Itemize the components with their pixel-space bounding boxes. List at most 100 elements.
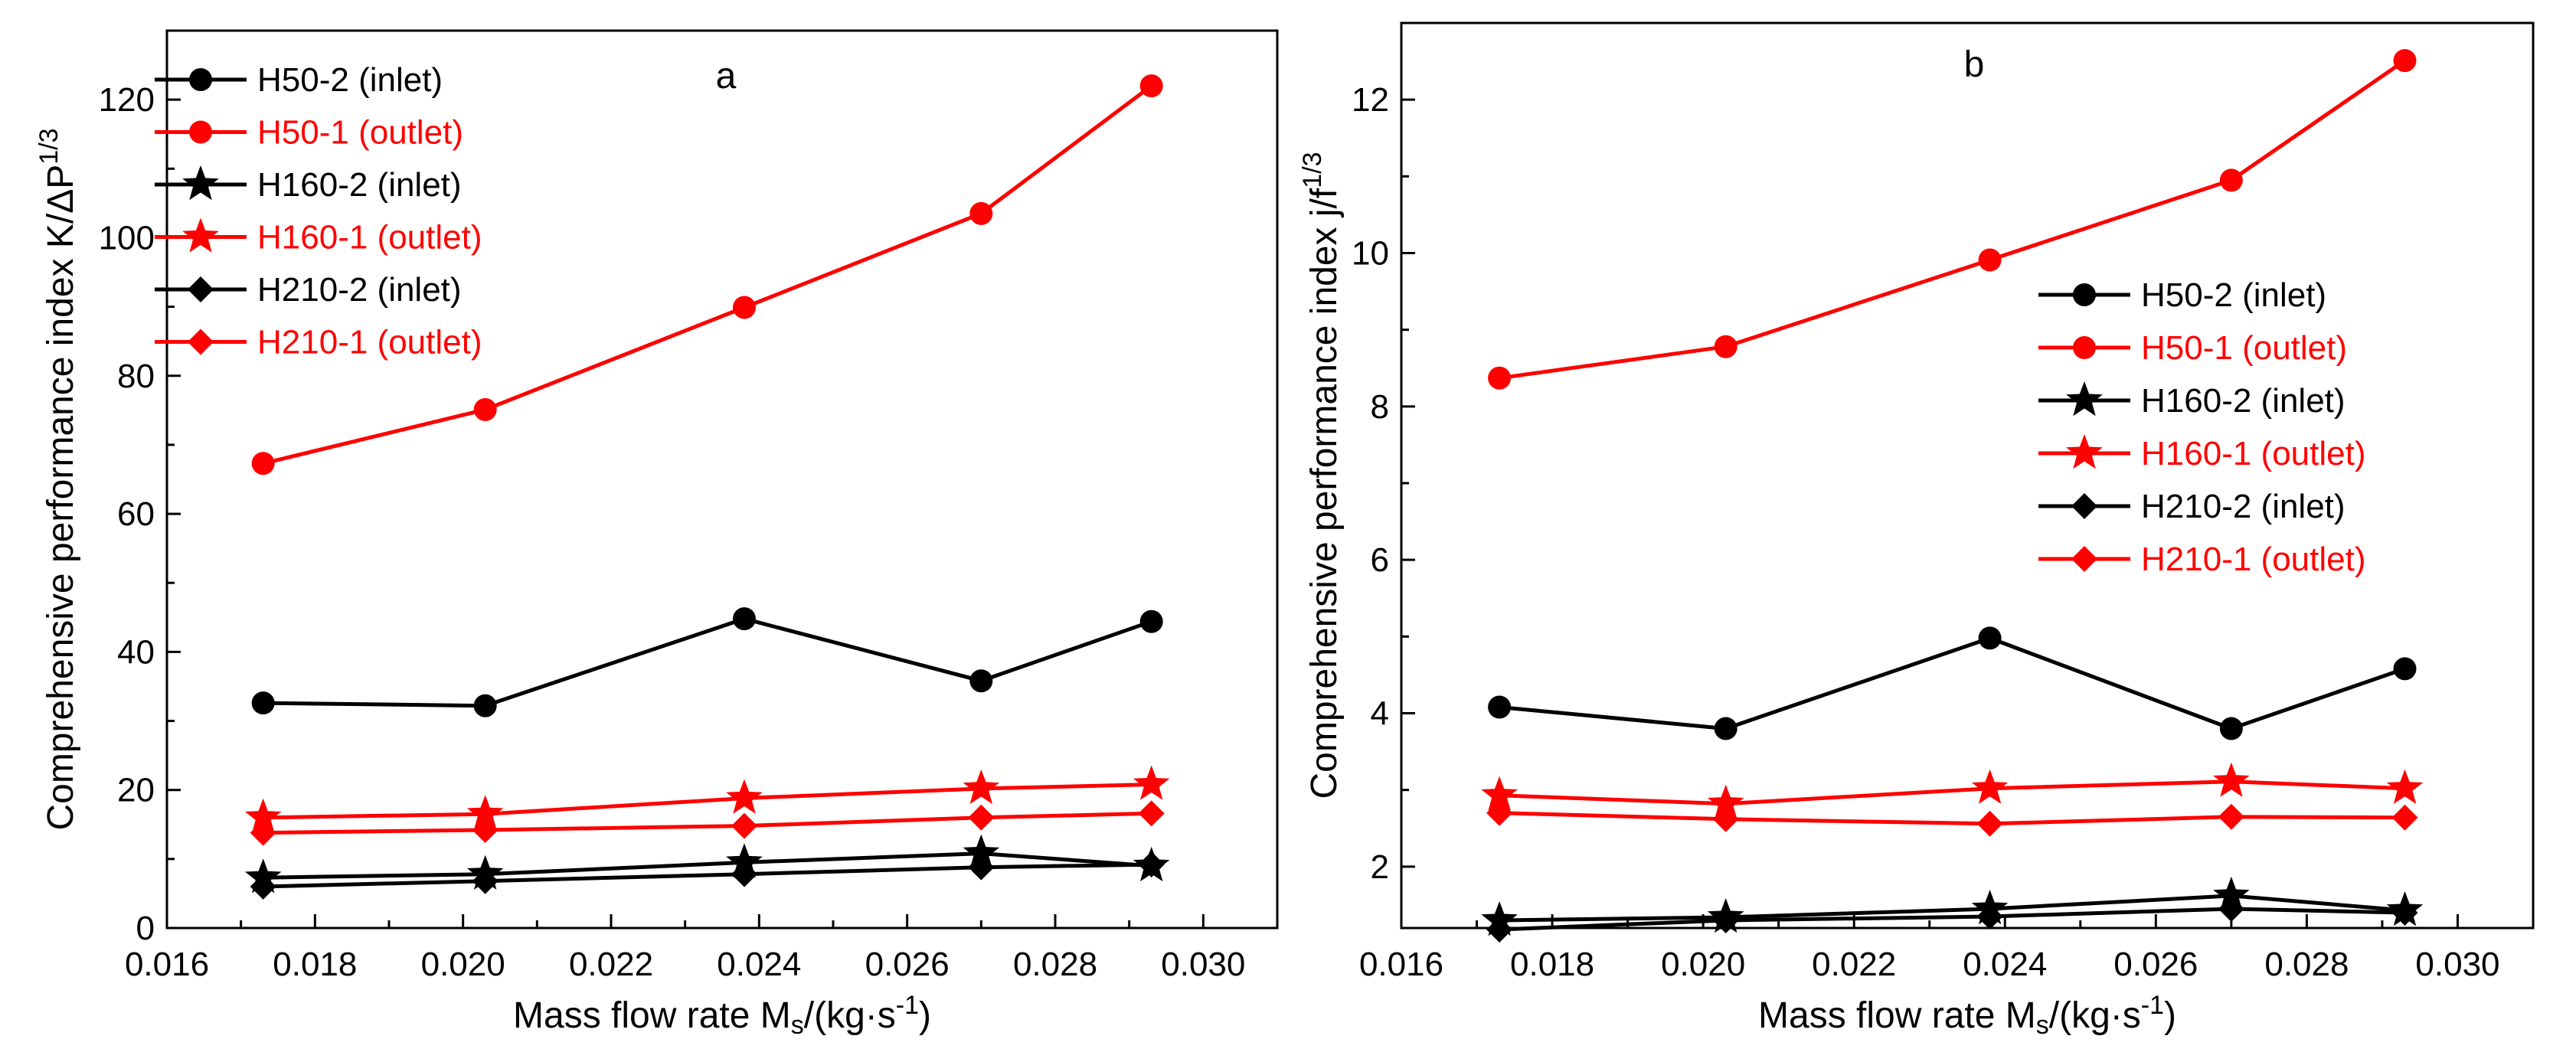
legend-label: H160-1 (outlet) (2141, 435, 2365, 472)
y-tick-label: 10 (1352, 235, 1389, 273)
plot-frame (1400, 21, 2535, 930)
data-point-circle (1139, 74, 1163, 98)
series-line (1499, 636, 2406, 731)
data-point-circle (969, 201, 993, 225)
data-point-circle (2393, 49, 2417, 73)
legend-label: H210-1 (outlet) (2141, 541, 2365, 578)
series-line (263, 783, 1152, 820)
x-axis-label-sub: s (2036, 1011, 2049, 1040)
legend-label: H50-2 (inlet) (2141, 276, 2326, 314)
y-tick-label: 120 (99, 81, 155, 119)
data-point-diamond (1138, 800, 1165, 827)
data-point-diamond (1138, 851, 1165, 878)
y-tick-label: 80 (117, 358, 155, 395)
y-axis-label-sup: 1/3 (1298, 152, 1327, 188)
legend-entry: H210-1 (outlet) (155, 324, 482, 361)
data-point-star (2213, 762, 2250, 797)
data-point-diamond (731, 861, 757, 887)
y-tick-label: 8 (1371, 388, 1389, 426)
y-tick-label: 20 (117, 772, 155, 809)
data-point-circle (733, 607, 756, 631)
x-tick-label: 0.016 (125, 946, 209, 983)
x-tick-label: 0.022 (1812, 946, 1896, 983)
data-point-star (1707, 784, 1744, 819)
data-point-circle (1488, 366, 1512, 390)
plot-frame (165, 29, 1279, 930)
y-axis-label-sup: 1/3 (34, 128, 64, 164)
panel-label: b (1964, 44, 1985, 85)
data-point-star (963, 769, 1000, 805)
data-point-diamond (2218, 803, 2244, 830)
data-point-star (726, 779, 763, 814)
legend-label: H50-2 (inlet) (257, 61, 443, 99)
series-h50-1-outlet- (1488, 49, 2417, 390)
legend-entry: H50-1 (outlet) (2038, 329, 2347, 367)
legend-label: H50-1 (outlet) (2141, 329, 2347, 367)
legend-entry: H210-1 (outlet) (2038, 541, 2365, 578)
data-point-diamond (731, 812, 757, 839)
y-tick-label: 6 (1371, 541, 1389, 579)
data-point-diamond (1976, 810, 2003, 837)
data-point-circle (2393, 657, 2417, 681)
series-line (1499, 779, 2405, 806)
x-tick-label: 0.028 (2264, 946, 2349, 983)
x-axis-label-text: ) (919, 995, 931, 1036)
data-point-diamond (2218, 895, 2244, 922)
x-axis-label-text: ) (2164, 995, 2176, 1036)
legend-marker-diamond (188, 328, 214, 355)
series-h210-2-inlet- (1486, 895, 2418, 943)
x-tick-label: 0.020 (1661, 946, 1745, 983)
legend-label: H160-2 (inlet) (257, 166, 462, 204)
y-axis-label: Comprehensive performance index K/ΔP1/3 (34, 128, 81, 830)
legend-entry: H50-2 (inlet) (2038, 276, 2326, 314)
y-axis-label-text: Comprehensive performance index K/ΔP (41, 165, 81, 831)
series-h160-1-outlet- (1481, 762, 2424, 819)
panel-label: a (716, 56, 737, 96)
legend-marker-star (2066, 434, 2103, 469)
data-point-diamond (968, 854, 995, 881)
legend-entry: H210-2 (inlet) (155, 271, 462, 309)
series-h160-1-outlet- (244, 765, 1170, 833)
legend-marker-diamond (2071, 493, 2097, 519)
data-point-diamond (2391, 899, 2418, 926)
data-point-diamond (250, 873, 276, 900)
x-axis-label: Mass flow rate Ms/(kg·s-1) (1758, 991, 2176, 1040)
x-tick-label: 0.018 (1510, 946, 1594, 983)
y-axis-label: Comprehensive performance index j/f1/3 (1298, 152, 1345, 799)
x-axis-label-sub: s (791, 1011, 804, 1040)
x-tick-label: 0.030 (1161, 946, 1245, 983)
legend-marker-circle (189, 68, 212, 91)
series-h50-2-inlet- (251, 607, 1163, 717)
series-h210-1-outlet- (1486, 799, 2418, 837)
x-tick-label: 0.030 (2415, 946, 2499, 983)
legend-label: H160-1 (outlet) (257, 219, 482, 257)
data-point-circle (1488, 695, 1512, 719)
x-tick-label: 0.026 (865, 946, 950, 983)
legend-label: H210-2 (inlet) (2141, 488, 2346, 525)
y-tick-label: 12 (1352, 81, 1389, 119)
data-point-diamond (1712, 907, 1739, 933)
data-point-diamond (968, 804, 995, 831)
data-point-diamond (1486, 917, 1513, 943)
legend-marker-circle (2073, 336, 2096, 359)
series-h50-2-inlet- (1488, 626, 2417, 740)
data-point-circle (2219, 717, 2243, 740)
data-point-diamond (1486, 799, 1513, 826)
data-point-diamond (250, 819, 276, 846)
data-point-circle (1978, 248, 2002, 272)
data-point-diamond (2391, 804, 2418, 831)
x-tick-label: 0.018 (273, 946, 357, 983)
data-point-star (1133, 765, 1170, 800)
data-point-star (2213, 876, 2250, 912)
legend-marker-star (182, 217, 219, 253)
data-point-circle (1978, 626, 2002, 650)
x-tick-label: 0.016 (1359, 946, 1443, 983)
x-axis-label-sup: -1 (2141, 991, 2164, 1020)
data-point-diamond (1712, 805, 1739, 832)
y-tick-label: 100 (99, 219, 155, 257)
x-axis-label-text: Mass flow rate M (1758, 995, 2036, 1036)
data-point-circle (1714, 717, 1737, 740)
y-tick-label: 0 (136, 910, 155, 947)
data-point-star (726, 843, 763, 878)
